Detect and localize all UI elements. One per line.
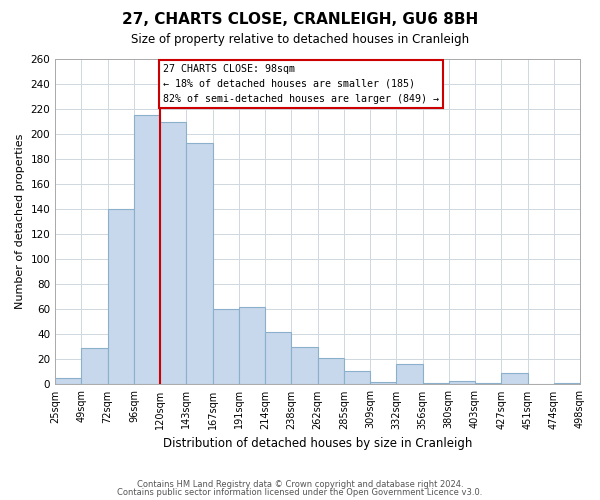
Text: 27, CHARTS CLOSE, CRANLEIGH, GU6 8BH: 27, CHARTS CLOSE, CRANLEIGH, GU6 8BH [122,12,478,28]
Bar [501,373,527,384]
Text: 27 CHARTS CLOSE: 98sqm
← 18% of detached houses are smaller (185)
82% of semi-de: 27 CHARTS CLOSE: 98sqm ← 18% of detached… [163,64,439,104]
Bar [265,332,292,384]
Bar [475,383,501,384]
Bar [554,383,580,384]
Bar [344,370,370,384]
Bar [82,348,107,385]
Text: Size of property relative to detached houses in Cranleigh: Size of property relative to detached ho… [131,32,469,46]
Bar [239,307,265,384]
X-axis label: Distribution of detached houses by size in Cranleigh: Distribution of detached houses by size … [163,437,472,450]
Bar [160,122,187,384]
Bar [55,378,82,384]
Bar [317,358,344,384]
Text: Contains public sector information licensed under the Open Government Licence v3: Contains public sector information licen… [118,488,482,497]
Bar [449,380,475,384]
Bar [370,382,397,384]
Bar [212,310,239,384]
Text: Contains HM Land Registry data © Crown copyright and database right 2024.: Contains HM Land Registry data © Crown c… [137,480,463,489]
Bar [107,209,134,384]
Y-axis label: Number of detached properties: Number of detached properties [15,134,25,310]
Bar [134,116,160,384]
Bar [397,364,422,384]
Bar [292,347,317,385]
Bar [187,143,212,384]
Bar [422,383,449,384]
